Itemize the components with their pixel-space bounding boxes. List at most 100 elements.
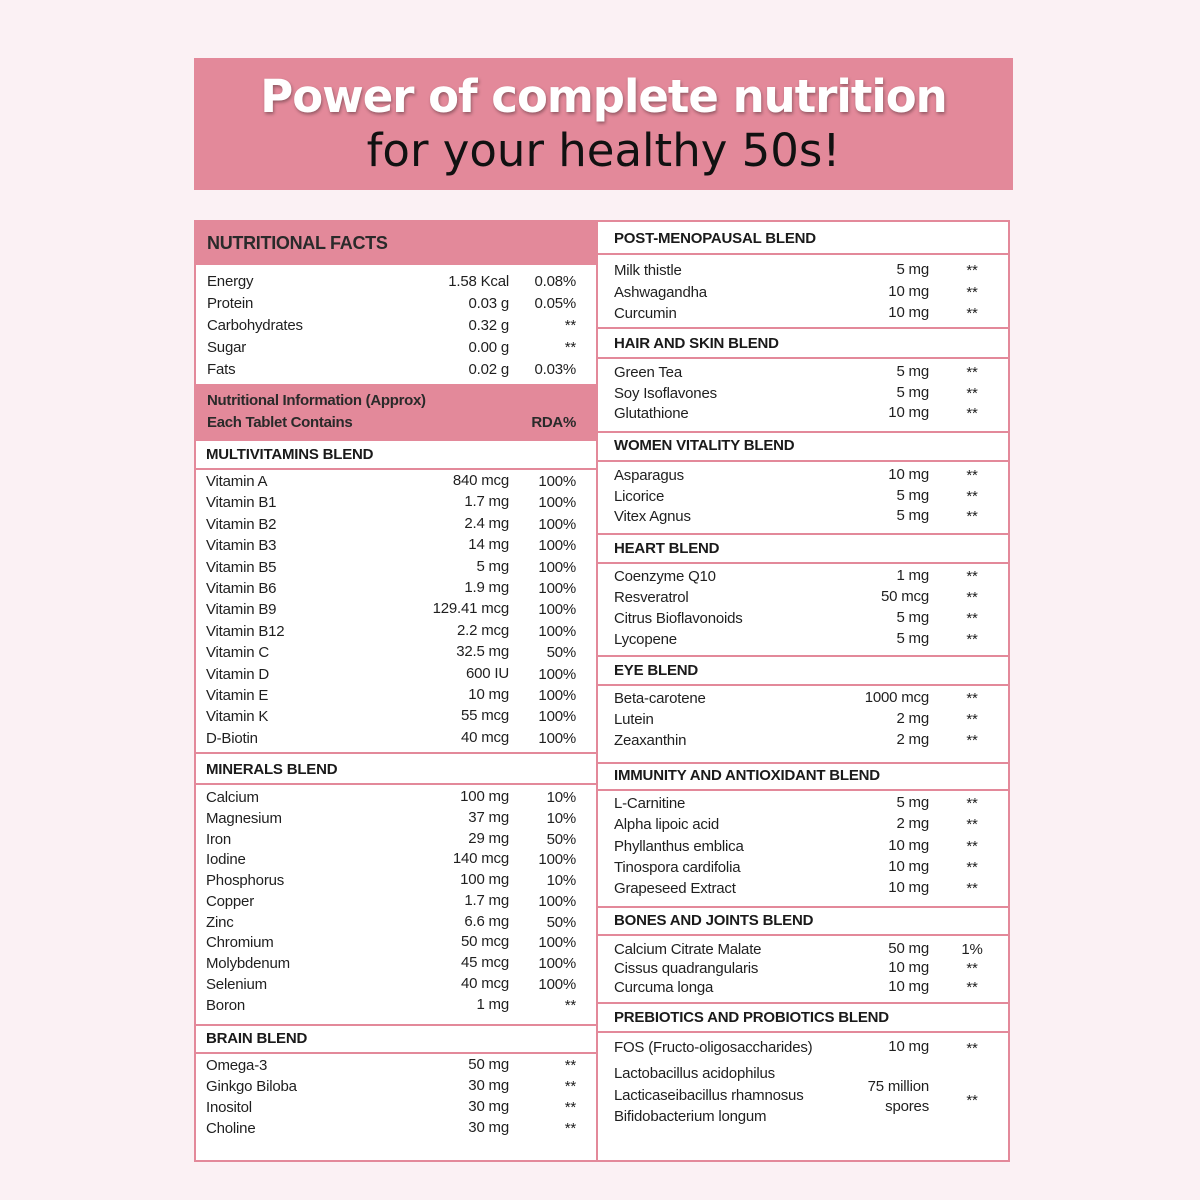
section-divider-line: [598, 562, 1008, 564]
ingredient-name: Ashwagandha: [614, 284, 707, 301]
section-divider-line: [196, 468, 596, 470]
ingredient-name: Vitamin A: [206, 473, 268, 490]
section-title: HEART BLEND: [614, 540, 720, 557]
probiotic-strain: Lactobacillus acidophilus: [614, 1065, 775, 1082]
section-divider-line: [598, 460, 1008, 462]
spores-unit: spores: [885, 1098, 929, 1115]
nutrient-amount: 0.00 g: [468, 339, 509, 356]
ingredient-rda: 10%: [546, 789, 577, 806]
section-title: BRAIN BLEND: [206, 1030, 308, 1047]
ingredient-rda: **: [966, 589, 978, 606]
ingredient-rda: 100%: [538, 666, 576, 683]
nutrient-name: Sugar: [207, 339, 247, 356]
nutrient-rda: 0.08%: [534, 273, 576, 290]
ingredient-name: Calcium Citrate Malate: [614, 941, 762, 958]
ingredient-amount: 2.4 mg: [464, 515, 509, 532]
ingredient-amount: 1000 mcg: [864, 689, 929, 706]
ingredient-name: Alpha lipoic acid: [614, 816, 719, 833]
ingredient-name: Tinospora cardifolia: [614, 859, 741, 876]
ingredient-amount: 5 mg: [476, 558, 509, 575]
ingredient-name: Vitamin B6: [206, 580, 277, 597]
probiotic-strain: Lacticaseibacillus rhamnosus: [614, 1087, 804, 1104]
ingredient-name: Phosphorus: [206, 872, 285, 889]
ingredient-rda: 50%: [546, 831, 577, 848]
ingredient-name: D-Biotin: [206, 730, 258, 747]
section-title: EYE BLEND: [614, 662, 699, 679]
spores-rda: **: [966, 1092, 978, 1109]
ingredient-amount: 5 mg: [896, 609, 929, 626]
ingredient-name: Chromium: [206, 934, 274, 951]
section-title: BONES AND JOINTS BLEND: [614, 912, 814, 929]
rda-column-label: RDA%: [531, 414, 576, 431]
section-divider-line: [598, 934, 1008, 936]
ingredient-rda: **: [966, 364, 978, 381]
ingredient-amount: 129.41 mcg: [432, 600, 510, 617]
ingredient-rda: 100%: [538, 601, 576, 618]
ingredient-name: Citrus Bioflavonoids: [614, 610, 743, 627]
ingredient-name: Milk thistle: [614, 262, 682, 279]
ingredient-name: Selenium: [206, 976, 267, 993]
section-title: POST-MENOPAUSAL BLEND: [614, 230, 816, 247]
ingredient-amount: 6.6 mg: [464, 913, 509, 930]
ingredient-name: Vitamin K: [206, 708, 269, 725]
nutritional-facts-header: [196, 222, 596, 265]
ingredient-name: Asparagus: [614, 467, 684, 484]
ingredient-amount: 1.7 mg: [464, 892, 509, 909]
nutrient-amount: 1.58 Kcal: [448, 273, 509, 290]
ingredient-amount: 2 mg: [896, 710, 929, 727]
ingredient-rda: **: [966, 979, 978, 996]
section-divider-line: [598, 533, 1008, 535]
ingredient-name: Vitamin B3: [206, 537, 277, 554]
section-title: IMMUNITY AND ANTIOXIDANT BLEND: [614, 767, 880, 784]
ingredient-rda: **: [966, 859, 978, 876]
ingredient-name: Lycopene: [614, 631, 677, 648]
ingredient-amount: 10 mg: [888, 959, 929, 976]
section-title: MINERALS BLEND: [206, 761, 338, 778]
ingredient-amount: 50 mcg: [461, 933, 509, 950]
section-title: HAIR AND SKIN BLEND: [614, 335, 779, 352]
ingredient-rda: 100%: [538, 708, 576, 725]
ingredient-name: FOS (Fructo-oligosaccharides): [614, 1039, 813, 1056]
ingredient-rda: **: [966, 631, 978, 648]
ingredient-rda: **: [966, 960, 978, 977]
ingredient-rda: 100%: [538, 623, 576, 640]
section-title: WOMEN VITALITY BLEND: [614, 437, 795, 454]
ingredient-amount: 2 mg: [896, 815, 929, 832]
ingredient-amount: 40 mcg: [461, 729, 509, 746]
nutrient-amount: 0.32 g: [468, 317, 509, 334]
ingredient-rda: **: [966, 488, 978, 505]
ingredient-rda: 100%: [538, 934, 576, 951]
ingredient-name: Curcuma longa: [614, 979, 714, 996]
ingredient-name: Iron: [206, 831, 232, 848]
ingredient-name: Soy Isoflavones: [614, 385, 717, 402]
ingredient-amount: 10 mg: [888, 879, 929, 896]
ingredient-name: Vitex Agnus: [614, 508, 691, 525]
headline-banner: Power of complete nutrition for your hea…: [194, 58, 1013, 190]
nutritional-info-line-1: Nutritional Information (Approx): [207, 392, 426, 409]
ingredient-rda: **: [966, 690, 978, 707]
ingredient-name: Resveratrol: [614, 589, 689, 606]
ingredient-rda: 10%: [546, 810, 577, 827]
ingredient-rda: **: [966, 711, 978, 728]
nutrient-rda: 0.05%: [534, 295, 576, 312]
section-divider-line: [598, 762, 1008, 764]
ingredient-amount: 600 IU: [466, 665, 509, 682]
nutrient-name: Carbohydrates: [207, 317, 303, 334]
ingredient-amount: 10 mg: [888, 837, 929, 854]
ingredient-amount: 5 mg: [896, 363, 929, 380]
ingredient-amount: 1 mg: [896, 567, 929, 584]
probiotic-strain: Bifidobacterium longum: [614, 1108, 767, 1125]
ingredient-rda: **: [966, 838, 978, 855]
ingredient-amount: 100 mg: [460, 788, 509, 805]
ingredient-amount: 10 mg: [888, 404, 929, 421]
ingredient-name: Choline: [206, 1120, 256, 1137]
ingredient-amount: 1.7 mg: [464, 493, 509, 510]
ingredient-name: Molybdenum: [206, 955, 290, 972]
ingredient-name: Zinc: [206, 914, 234, 931]
section-divider-line: [196, 752, 596, 754]
ingredient-amount: 5 mg: [896, 384, 929, 401]
ingredient-amount: 10 mg: [888, 1038, 929, 1055]
ingredient-amount: 10 mg: [888, 304, 929, 321]
nutrient-name: Fats: [207, 361, 236, 378]
ingredient-name: Vitamin B2: [206, 516, 277, 533]
